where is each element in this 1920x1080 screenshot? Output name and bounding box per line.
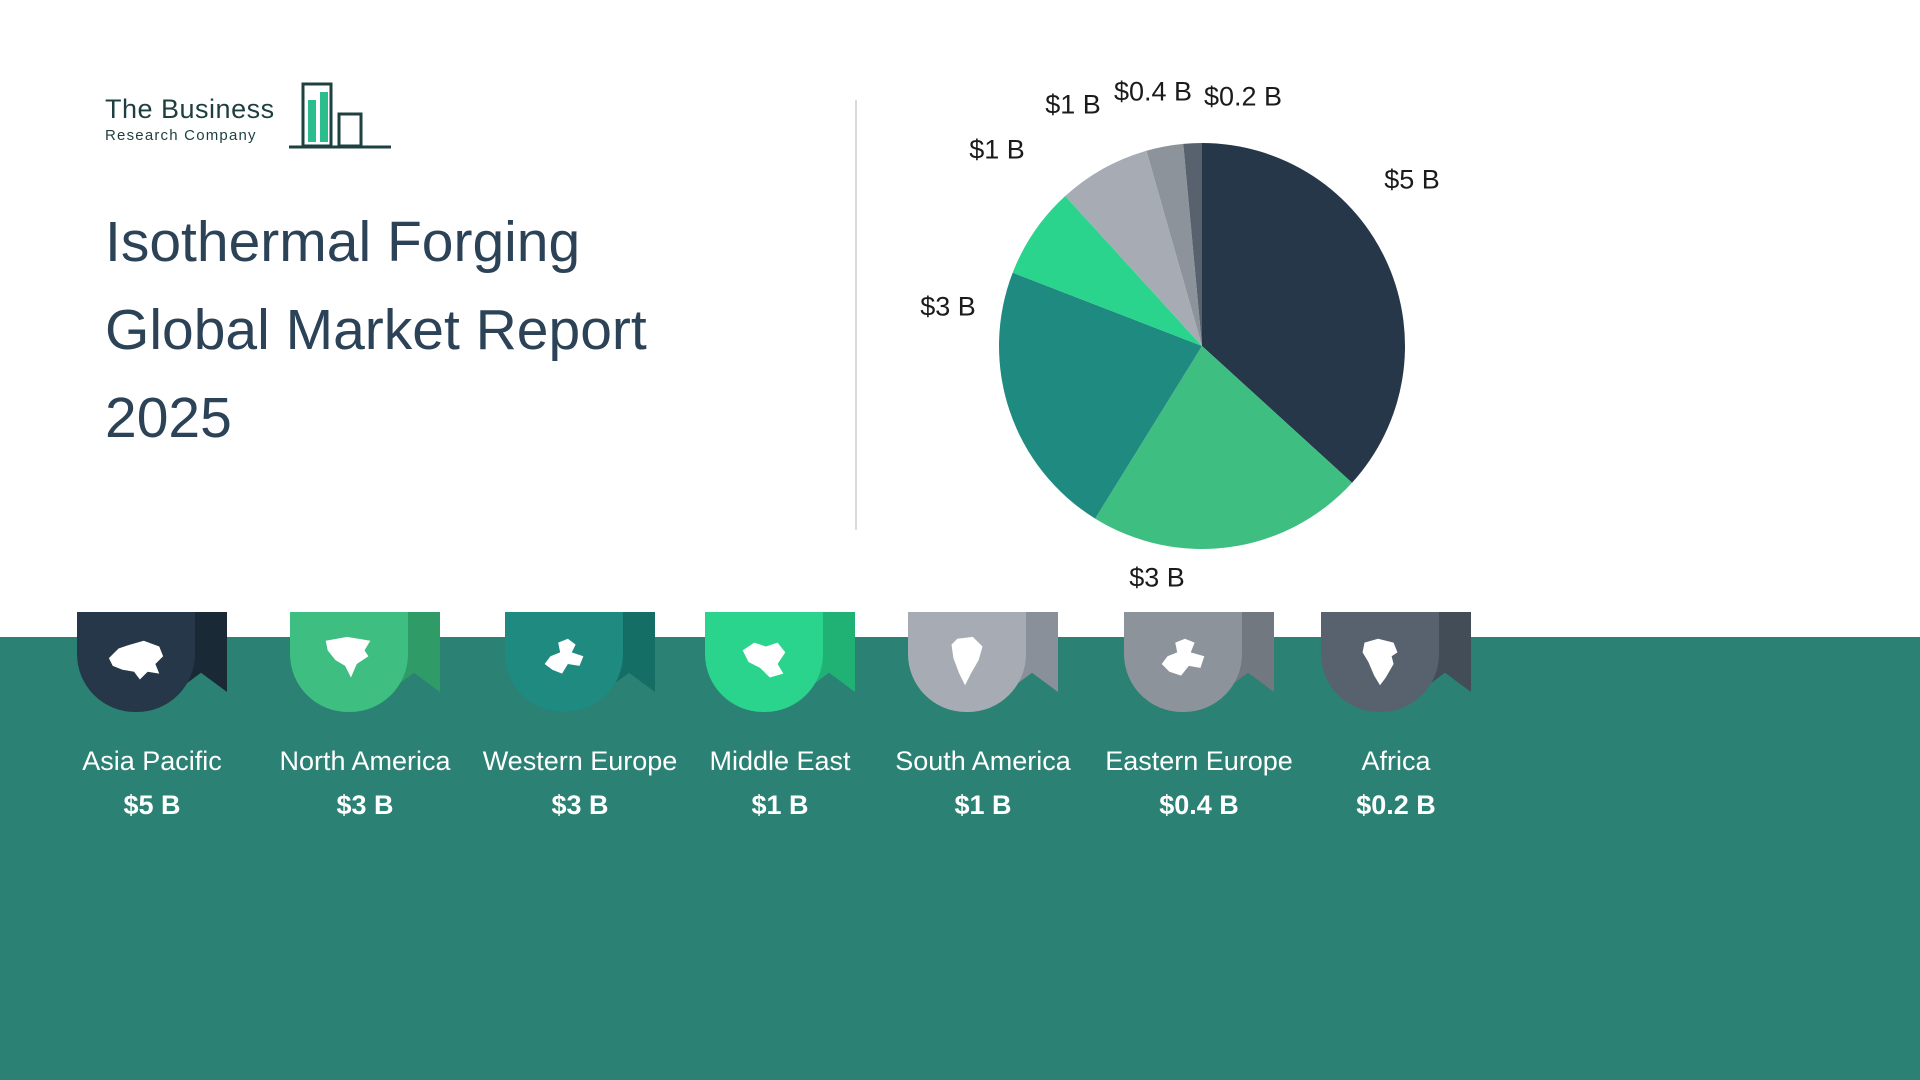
region-card-south-america: South America $1 B [871,612,1095,821]
region-card-eastern-europe: Eastern Europe $0.4 B [1087,612,1311,821]
region-value: $3 B [551,790,609,820]
bookmark-body [705,612,823,712]
pie-slice-western-europe [999,272,1202,519]
pie-slice-north-america [1095,346,1353,549]
region-card-asia-pacific: Asia Pacific $5 B [40,612,264,821]
region-value: $1 B [954,790,1012,820]
western-europe-map-icon [544,638,584,674]
pie-label-middle-east: $1 B [969,134,1025,165]
pie-chart [997,141,1407,551]
region-value: $0.4 B [1159,790,1239,820]
bookmark-body [290,612,408,712]
pie-label-africa: $0.2 B [1203,81,1283,112]
report-title-line1: Isothermal Forging [105,210,581,274]
north-america-map-icon [325,636,371,678]
pie-slice-asia-pacific [1202,143,1406,483]
region-value: $5 B [123,790,181,820]
region-name: North America [279,746,451,776]
bookmark-icon [705,612,855,712]
bookmark-icon [1321,612,1471,712]
pie-label-eastern-europe: $0.4 B [1113,76,1193,107]
region-value: $1 B [751,790,809,820]
region-name: Western Europe [482,746,678,776]
region-card-middle-east: Middle East $1 B [668,612,892,821]
pie-slice-middle-east [1012,195,1202,346]
bookmark-icon [290,612,440,712]
bookmark-body [505,612,623,712]
bar-chart-logo-icon [288,82,391,149]
bookmark-icon [505,612,655,712]
logo-name-line1: The Business [105,94,275,124]
region-name: South America [895,746,1071,776]
south-america-map-icon [951,636,983,686]
report-title: Isothermal Forging Global Market Report … [105,198,647,462]
pie-slice-africa [1183,143,1202,346]
report-title-line3: 2025 [105,386,232,450]
africa-map-icon [1362,638,1398,686]
region-card-north-america: North America $3 B [253,612,477,821]
bookmark-icon [77,612,227,712]
pie-label-western-europe: $3 B [920,291,976,322]
region-name: Middle East [709,746,851,776]
region-value: $3 B [336,790,394,820]
pie-slice-eastern-europe [1146,143,1202,346]
company-logo-text: The Business Research Company [105,94,275,144]
bookmark-body [1124,612,1242,712]
pie-chart-svg [999,143,1406,549]
report-title-line2: Global Market Report [105,298,647,362]
pie-slice-south-america [1065,150,1202,346]
pie-label-asia-pacific: $5 B [1384,164,1440,195]
region-card-africa: Africa $0.2 B [1284,612,1508,821]
region-name: Asia Pacific [82,746,222,776]
region-name: Africa [1361,746,1431,776]
logo-name-line2: Research Company [105,127,257,144]
pie-label-south-america: $1 B [1045,89,1101,120]
middle-east-map-icon [742,642,786,678]
region-name: Eastern Europe [1105,746,1293,776]
bookmark-icon [1124,612,1274,712]
pie-label-north-america: $3 B [1129,562,1185,593]
company-logo: The Business Research Company [105,78,395,160]
bookmark-body [908,612,1026,712]
region-card-western-europe: Western Europe $3 B [468,612,692,821]
region-value: $0.2 B [1356,790,1436,820]
bookmark-icon [908,612,1058,712]
bookmark-body [77,612,195,712]
bookmark-body [1321,612,1439,712]
asia-pacific-map-icon [108,640,164,680]
divider-line [855,100,857,530]
eastern-europe-map-icon [1161,638,1205,676]
